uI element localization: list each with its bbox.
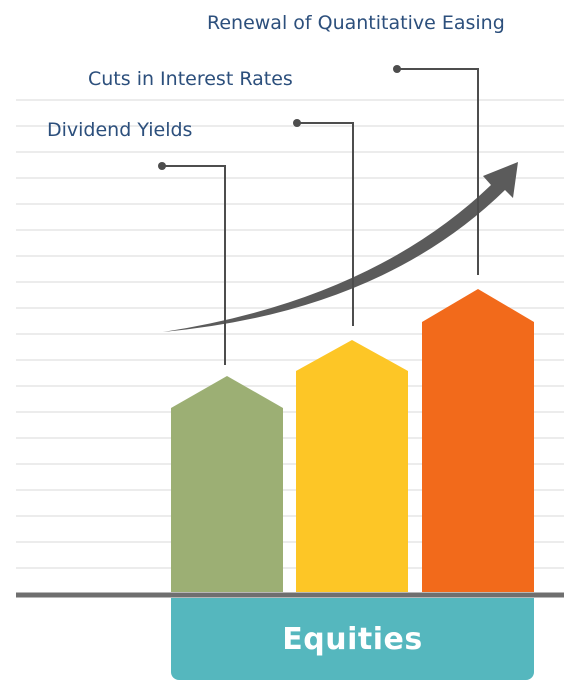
bar-renewal-of-quantitative-easing xyxy=(422,289,534,592)
leader-line-dividend-yields xyxy=(158,162,226,365)
bar-cuts-in-interest-rates xyxy=(296,340,408,592)
label-cuts-in-interest-rates: Cuts in Interest Rates xyxy=(88,68,293,90)
leader-line-cuts-in-interest-rates xyxy=(293,119,354,326)
label-dividend-yields: Dividend Yields xyxy=(47,119,193,141)
label-renewal-of-quantitative-easing: Renewal of Quantitative Easing xyxy=(207,12,505,34)
bar-dividend-yields xyxy=(171,376,283,592)
leader-line-renewal-of-quantitative-easing xyxy=(393,65,479,275)
equities-base-label: Equities xyxy=(171,598,534,680)
